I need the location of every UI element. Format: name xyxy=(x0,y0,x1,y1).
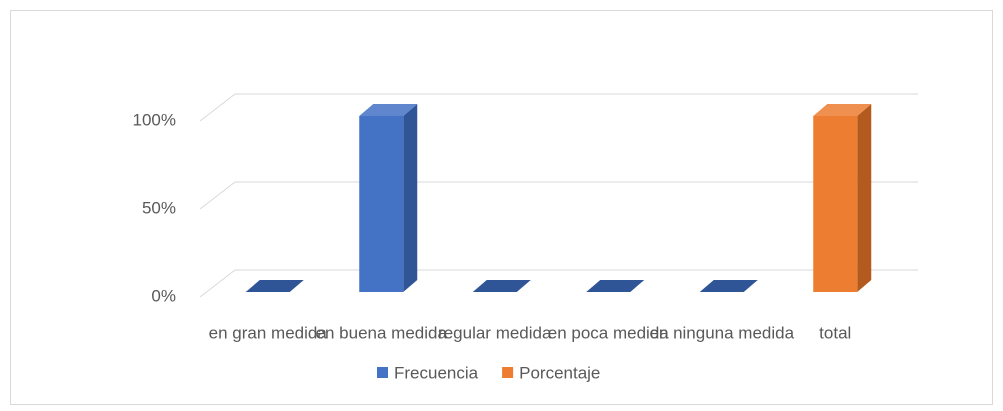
x-tick-label: en ninguna medida xyxy=(649,323,794,342)
bar-top xyxy=(813,104,872,116)
bar-top xyxy=(359,104,418,116)
x-tick-label: en gran medida xyxy=(209,323,328,342)
y-tick-label: 0% xyxy=(151,286,176,305)
legend-label: Frecuencia xyxy=(394,363,479,382)
bar xyxy=(813,104,872,292)
bar-top xyxy=(586,280,645,292)
y-tick-label: 50% xyxy=(142,198,176,217)
bar xyxy=(472,280,531,292)
y-tick-label: 100% xyxy=(133,110,176,129)
grid-line xyxy=(199,181,918,210)
bar-side xyxy=(403,104,418,292)
x-tick-label: en buena medida xyxy=(316,323,448,342)
bar-side xyxy=(857,104,872,292)
x-tick-label: total xyxy=(819,323,851,342)
bar-front xyxy=(813,116,858,292)
bar-top xyxy=(472,280,531,292)
grid-line xyxy=(199,269,918,298)
grid-line xyxy=(199,93,918,122)
bar-top xyxy=(699,280,758,292)
bar xyxy=(699,280,758,292)
bar-front xyxy=(359,116,404,292)
bar xyxy=(586,280,645,292)
bar-top xyxy=(245,280,304,292)
x-tick-label: en poca medida xyxy=(548,323,670,342)
bar xyxy=(359,104,418,292)
legend-label: Porcentaje xyxy=(519,363,600,382)
x-tick-label: regular medida xyxy=(438,323,552,342)
legend-swatch xyxy=(377,367,388,378)
bar xyxy=(245,280,304,292)
legend-swatch xyxy=(502,367,514,378)
